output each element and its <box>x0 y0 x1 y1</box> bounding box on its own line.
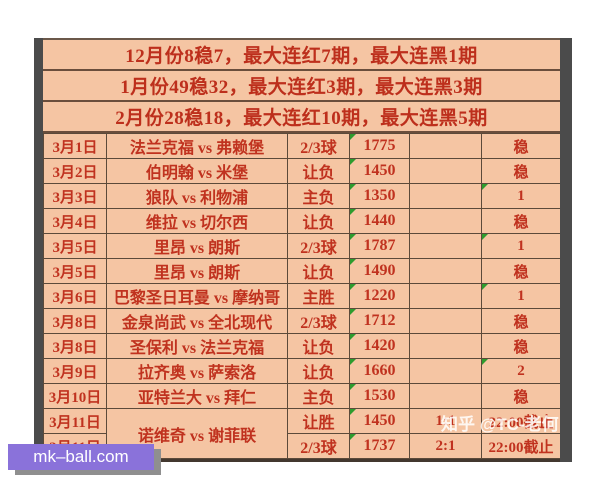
summary-row-january: 1月份49稳32，最大连红3期，最大连黑3期 <box>43 71 560 102</box>
status-cell: 稳 <box>481 333 561 359</box>
date-cell: 3月1日 <box>43 133 107 159</box>
match-cell: 里昂 vs 朗斯 <box>106 233 288 259</box>
match-cell: 法兰克福 vs 弗赖堡 <box>106 133 288 159</box>
match-table: 3月1日 法兰克福 vs 弗赖堡 2/3球 1775 稳 3月2日 伯明翰 vs 米堡 让负 1… <box>43 133 561 459</box>
status-cell: 稳 <box>481 133 561 159</box>
table-row: 3月1日 法兰克福 vs 弗赖堡 2/3球 1775 稳 <box>43 133 561 159</box>
status-cell: 稳 <box>481 208 561 234</box>
status-cell: 稳 <box>481 258 561 284</box>
status-cell: 22:00截止 <box>481 408 561 434</box>
bet-type-cell: 2/3球 <box>287 233 350 259</box>
ratio-cell: 1:1 <box>409 408 482 434</box>
table-row: 3月4日 维拉 vs 切尔西 让负 1440 稳 <box>43 208 561 234</box>
date-cell: 3月11日 <box>43 408 107 434</box>
ratio-cell <box>409 358 482 384</box>
table-row: 3月5日 里昂 vs 朗斯 让负 1490 稳 <box>43 258 561 284</box>
table-row: 3月5日 里昂 vs 朗斯 2/3球 1787 1 <box>43 233 561 259</box>
ratio-cell <box>409 308 482 334</box>
table-row: 3月11日 诺维奇 vs 谢菲联 让胜 1450 1:1 22:00截止 <box>43 408 561 459</box>
date-cell: 3月2日 <box>43 158 107 184</box>
date-cell: 3月10日 <box>43 383 107 409</box>
status-cell: 稳 <box>481 383 561 409</box>
bet-type-cell: 让负 <box>287 333 350 359</box>
odds-cell: 1450 <box>349 408 410 434</box>
date-cell: 3月9日 <box>43 358 107 384</box>
table-row: 3月6日 巴黎圣日耳曼 vs 摩纳哥 主胜 1220 1 <box>43 283 561 309</box>
ratio-cell <box>409 208 482 234</box>
odds-cell: 1440 <box>349 208 410 234</box>
table-row: 3月9日 拉齐奥 vs 萨索洛 让负 1660 2 <box>43 358 561 384</box>
ratio-cell <box>409 183 482 209</box>
status-cell: 稳 <box>481 158 561 184</box>
date-cell: 3月8日 <box>43 308 107 334</box>
match-cell: 拉齐奥 vs 萨索洛 <box>106 358 288 384</box>
table-row: 3月2日 伯明翰 vs 米堡 让负 1450 稳 <box>43 158 561 184</box>
date-cell: 3月6日 <box>43 283 107 309</box>
bet-type-cell: 让负 <box>287 208 350 234</box>
site-badge-label: mk–ball.com <box>33 447 129 466</box>
bet-type-cell: 主负 <box>287 383 350 409</box>
ratio-cell: 2:1 <box>409 433 482 459</box>
match-cell: 狼队 vs 利物浦 <box>106 183 288 209</box>
match-cell: 金泉尚武 vs 全北现代 <box>106 308 288 334</box>
site-badge: mk–ball.com <box>8 444 154 470</box>
bet-type-cell: 让负 <box>287 358 350 384</box>
date-cell: 3月5日 <box>43 258 107 284</box>
odds-cell: 1530 <box>349 383 410 409</box>
prediction-table-frame: 12月份8稳7，最大连红7期，最大连黑1期 1月份49稳32，最大连红3期，最大… <box>34 38 572 462</box>
match-cell: 亚特兰大 vs 拜仁 <box>106 383 288 409</box>
bet-type-cell: 让负 <box>287 158 350 184</box>
odds-cell: 1660 <box>349 358 410 384</box>
status-cell: 2 <box>481 358 561 384</box>
table-row: 3月8日 圣保利 vs 法兰克福 让负 1420 稳 <box>43 333 561 359</box>
match-cell: 里昂 vs 朗斯 <box>106 258 288 284</box>
date-cell: 3月5日 <box>43 233 107 259</box>
summary-row-february: 2月份28稳18，最大连红10期，最大连黑5期 <box>43 102 560 133</box>
table-row: 3月3日 狼队 vs 利物浦 主负 1350 1 <box>43 183 561 209</box>
ratio-cell <box>409 133 482 159</box>
status-cell: 1 <box>481 183 561 209</box>
odds-cell: 1350 <box>349 183 410 209</box>
ratio-cell <box>409 333 482 359</box>
date-cell: 3月3日 <box>43 183 107 209</box>
match-cell: 维拉 vs 切尔西 <box>106 208 288 234</box>
ratio-cell <box>409 383 482 409</box>
bet-type-cell: 让胜 <box>287 408 350 434</box>
summary-row-december: 12月份8稳7，最大连红7期，最大连黑1期 <box>43 40 560 71</box>
bet-type-cell: 主胜 <box>287 283 350 309</box>
status-cell: 1 <box>481 283 561 309</box>
odds-cell: 1490 <box>349 258 410 284</box>
odds-cell: 1712 <box>349 308 410 334</box>
table-row: 3月10日 亚特兰大 vs 拜仁 主负 1530 稳 <box>43 383 561 409</box>
odds-cell: 1220 <box>349 283 410 309</box>
bet-type-cell: 主负 <box>287 183 350 209</box>
date-cell: 3月8日 <box>43 333 107 359</box>
bet-type-cell: 让负 <box>287 258 350 284</box>
bet-type-cell: 2/3球 <box>287 308 350 334</box>
status-cell: 22:00截止 <box>481 433 561 459</box>
ratio-cell <box>409 158 482 184</box>
frame-left-bar <box>34 38 43 462</box>
status-cell: 稳 <box>481 308 561 334</box>
status-cell: 1 <box>481 233 561 259</box>
match-cell: 伯明翰 vs 米堡 <box>106 158 288 184</box>
odds-cell: 1420 <box>349 333 410 359</box>
odds-cell: 1737 <box>349 433 410 459</box>
prediction-table: 12月份8稳7，最大连红7期，最大连黑1期 1月份49稳32，最大连红3期，最大… <box>43 38 561 462</box>
frame-right-bar <box>560 38 572 462</box>
odds-cell: 1787 <box>349 233 410 259</box>
ratio-cell <box>409 233 482 259</box>
bet-type-cell: 2/3球 <box>287 133 350 159</box>
odds-cell: 1775 <box>349 133 410 159</box>
ratio-cell <box>409 283 482 309</box>
match-cell: 巴黎圣日耳曼 vs 摩纳哥 <box>106 283 288 309</box>
match-cell: 圣保利 vs 法兰克福 <box>106 333 288 359</box>
ratio-cell <box>409 258 482 284</box>
bet-type-cell: 2/3球 <box>287 433 350 459</box>
odds-cell: 1450 <box>349 158 410 184</box>
date-cell: 3月4日 <box>43 208 107 234</box>
table-row: 3月8日 金泉尚武 vs 全北现代 2/3球 1712 稳 <box>43 308 561 334</box>
